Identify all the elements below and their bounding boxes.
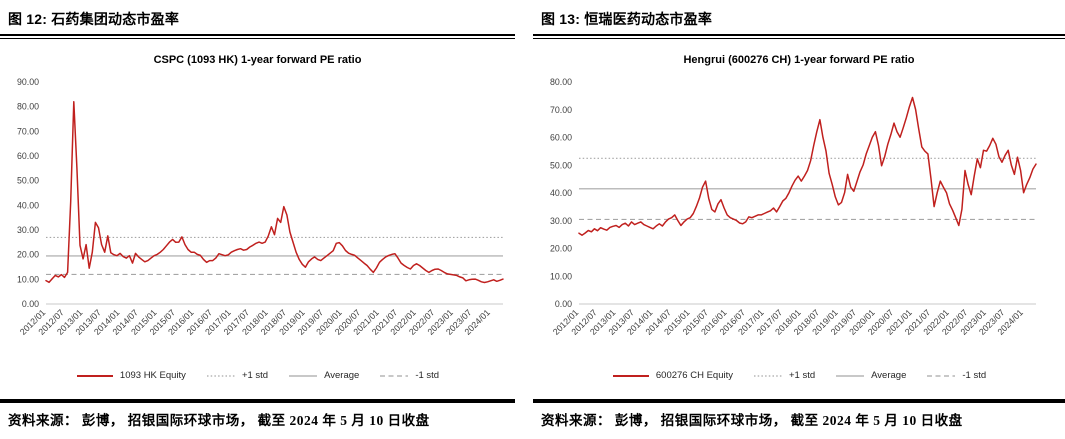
footer-rule: [533, 399, 1065, 403]
cspc-chart-title: CSPC (1093 HK) 1-year forward PE ratio: [153, 54, 362, 66]
legend-swatch-solid: [76, 374, 113, 377]
y-axis-tick-label: 0.00: [555, 299, 572, 309]
legend-item: +1 std: [753, 370, 815, 381]
y-axis-tick-label: 50.00: [17, 176, 39, 186]
legend-item: -1 std: [379, 370, 439, 381]
panel-cspc: 图 12: 石药集团动态市盈率 CSPC (1093 HK) 1-year fo…: [0, 0, 515, 439]
legend-label: +1 std: [241, 370, 269, 381]
y-axis-tick-label: 40.00: [550, 188, 572, 198]
legend-item: Average: [288, 370, 359, 381]
y-axis-tick-label: 10.00: [550, 271, 572, 281]
y-axis-tick-label: 80.00: [17, 102, 39, 112]
pe-series-line: [578, 96, 1037, 236]
y-axis-tick-label: 60.00: [17, 151, 39, 161]
header-double-rule: [533, 34, 1065, 39]
legend-swatch-dotted: [753, 374, 782, 377]
hengrui-source-note: 资料来源： 彭博， 招银国际环球市场， 截至 2024 年 5 月 10 日收盘: [541, 413, 963, 428]
legend-label: 600276 CH Equity: [655, 370, 733, 381]
legend-swatch-solid: [289, 374, 318, 377]
header-double-rule: [0, 34, 515, 39]
y-axis-tick-label: 70.00: [17, 126, 39, 136]
y-axis-tick-label: 90.00: [17, 77, 39, 87]
y-axis-tick-label: 70.00: [550, 105, 572, 115]
hengrui-pe-chart: 0.00 10.00 20.00 30.00 40.00 50.00 60.00 70.00 8…: [550, 77, 1037, 337]
figure-13-header: 图 13: 恒瑞医药动态市盈率: [541, 11, 713, 27]
cspc-source-note: 资料来源： 彭博， 招银国际环球市场， 截至 2024 年 5 月 10 日收盘: [8, 413, 430, 428]
legend-label: +1 std: [788, 370, 816, 381]
y-axis-tick-label: 40.00: [17, 200, 39, 210]
legend-swatch-dotted: [206, 374, 235, 377]
y-axis-tick-label: 20.00: [17, 250, 39, 260]
y-axis-tick-label: 10.00: [17, 274, 39, 284]
pe-series-line: [45, 100, 504, 284]
hengrui-chart-title: Hengrui (600276 CH) 1-year forward PE ra…: [683, 54, 915, 66]
legend-label: -1 std: [415, 370, 440, 381]
legend-swatch-solid: [612, 374, 649, 377]
legend-swatch-dashed: [927, 374, 956, 377]
figure-12-header: 图 12: 石药集团动态市盈率: [8, 11, 180, 27]
legend-label: 1093 HK Equity: [119, 370, 186, 381]
legend-label: Average: [871, 370, 907, 381]
cspc-pe-chart: 0.00 10.00 20.00 30.00 40.00 50.00 60.00 70.00 8…: [17, 77, 504, 337]
y-axis-tick-label: 30.00: [550, 216, 572, 226]
legend-label: -1 std: [962, 370, 987, 381]
footer-rule: [0, 399, 515, 403]
legend-item: Average: [835, 370, 906, 381]
legend-item: 600276 CH Equity: [612, 370, 733, 381]
legend-swatch-solid: [836, 374, 865, 377]
panel-hengrui: 图 13: 恒瑞医药动态市盈率 Hengrui (600276 CH) 1-ye…: [533, 0, 1065, 439]
y-axis-tick-label: 80.00: [550, 77, 572, 87]
y-axis-tick-label: 30.00: [17, 225, 39, 235]
legend-item: -1 std: [926, 370, 986, 381]
y-axis-tick-label: 50.00: [550, 160, 572, 170]
hengrui-legend: 600276 CH Equity +1 std Average -1 std: [533, 370, 1065, 381]
legend-item: 1093 HK Equity: [76, 370, 186, 381]
legend-label: Average: [324, 370, 360, 381]
y-axis-tick-label: 0.00: [22, 299, 39, 309]
y-axis-tick-label: 60.00: [550, 133, 572, 143]
legend-item: +1 std: [206, 370, 268, 381]
y-axis-tick-label: 20.00: [550, 244, 572, 254]
legend-swatch-dashed: [380, 374, 409, 377]
cspc-legend: 1093 HK Equity +1 std Average -1 std: [0, 370, 515, 381]
